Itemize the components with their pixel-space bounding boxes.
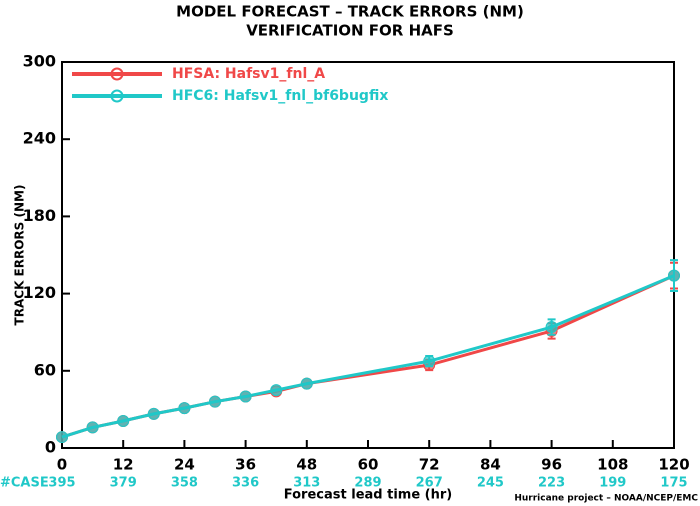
case-count: 267: [416, 476, 443, 491]
x-tick-label: 0: [57, 456, 67, 474]
x-tick-label: 84: [480, 456, 501, 474]
x-tick-label: 48: [296, 456, 317, 474]
chart-title: MODEL FORECAST – TRACK ERRORS (NM): [176, 3, 524, 21]
y-tick-label: 60: [34, 360, 56, 379]
case-count: 336: [232, 476, 259, 491]
x-tick-label: 24: [174, 456, 195, 474]
y-tick-label: 300: [23, 52, 56, 71]
case-count: 245: [477, 476, 504, 491]
x-tick-label: 60: [358, 456, 379, 474]
y-tick-label: 240: [23, 129, 56, 148]
x-tick-label: 96: [541, 456, 562, 474]
legend-label: HFSA: Hafsv1_fnl_A: [172, 66, 325, 82]
legend-marker: [110, 67, 124, 81]
x-tick-label: 120: [658, 456, 689, 474]
x-axis-label: Forecast lead time (hr): [284, 488, 452, 503]
y-tick-label: 180: [23, 206, 56, 225]
x-tick-label: 108: [597, 456, 628, 474]
series-point: [545, 321, 558, 334]
series-point: [668, 269, 680, 282]
legend-label: HFC6: Hafsv1_fnl_bf6bugfix: [172, 88, 388, 104]
series-point: [86, 421, 99, 434]
case-count: 199: [599, 476, 626, 491]
case-count: 313: [293, 476, 320, 491]
chart-subtitle: VERIFICATION FOR HAFS: [246, 22, 454, 40]
case-count: 395: [48, 476, 75, 491]
case-count: 379: [110, 476, 137, 491]
case-count: 358: [171, 476, 198, 491]
plot-frame: [61, 61, 675, 449]
x-tick-label: 72: [419, 456, 440, 474]
y-tick-label: 120: [23, 283, 56, 302]
series-point: [239, 390, 252, 403]
footer: Hurricane project – NOAA/NCEP/EMC: [514, 494, 698, 504]
y-axis-label: TRACK ERRORS (NM): [13, 185, 27, 326]
series-point: [300, 377, 313, 390]
series-point: [147, 407, 160, 420]
case-label: #CASE: [0, 476, 49, 491]
series-point: [423, 355, 436, 368]
x-tick-label: 36: [235, 456, 256, 474]
case-count: 223: [538, 476, 565, 491]
series-point: [56, 431, 68, 444]
x-tick-label: 12: [113, 456, 134, 474]
y-tick-label: 0: [45, 438, 56, 457]
case-count: 175: [660, 476, 687, 491]
series-point: [209, 395, 221, 408]
legend-marker: [110, 89, 124, 103]
series-point: [117, 414, 130, 427]
series-point: [270, 384, 283, 397]
case-count: 289: [354, 476, 381, 491]
series-point: [178, 402, 191, 415]
